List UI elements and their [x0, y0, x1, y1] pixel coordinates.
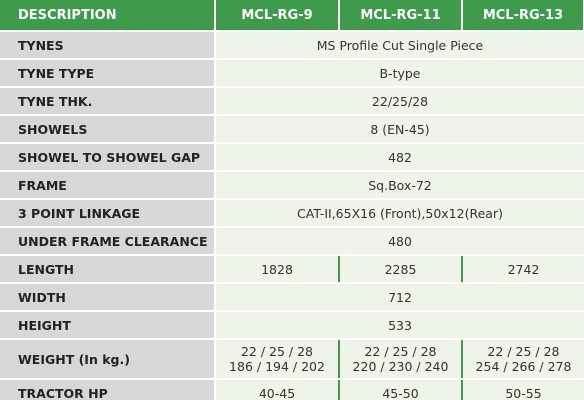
- row-label: UNDER FRAME CLEARANCE: [0, 227, 216, 256]
- value-cell: Sq.Box-72: [215, 171, 584, 200]
- value-cell: CAT-II,65X16 (Front),50x12(Rear): [215, 199, 584, 228]
- value-cell: 2742: [461, 255, 584, 284]
- header-cell: MCL-RG-11: [339, 0, 463, 32]
- row-label: TYNE THK.: [0, 87, 216, 116]
- row-label: LENGTH: [0, 255, 216, 284]
- value-cell: MS Profile Cut Single Piece: [215, 31, 584, 60]
- value-line: 254 / 266 / 278: [475, 359, 572, 374]
- value-line: 186 / 194 / 202: [229, 359, 325, 374]
- value-line: 22 / 25 / 28: [240, 344, 314, 359]
- row-label: HEIGHT: [0, 311, 216, 340]
- value-cell: 40-45: [215, 379, 339, 400]
- row-label: WEIGHT (In kg.): [0, 339, 216, 380]
- table-row: SHOWEL TO SHOWEL GAP 482: [0, 143, 584, 172]
- row-label: 3 POINT LINKAGE: [0, 199, 216, 228]
- row-label: SHOWELS: [0, 115, 216, 144]
- value-cell: 712: [215, 283, 584, 312]
- table-row: TRACTOR HP 40-45 45-50 50-55: [0, 379, 584, 400]
- table-row: WIDTH 712: [0, 283, 584, 312]
- value-cell: 482: [215, 143, 584, 172]
- value-cell: 533: [215, 311, 584, 340]
- value-cell: 8 (EN-45): [215, 115, 584, 144]
- row-label: TRACTOR HP: [0, 379, 216, 400]
- header-cell: MCL-RG-13: [462, 0, 584, 32]
- value-line: 22 / 25 / 28: [364, 344, 437, 359]
- value-cell: 45-50: [338, 379, 462, 400]
- value-line: 220 / 230 / 240: [352, 359, 449, 374]
- table-row: 3 POINT LINKAGE CAT-II,65X16 (Front),50x1…: [0, 199, 584, 228]
- table-row: TYNE TYPE B-type: [0, 59, 584, 88]
- value-cell: 50-55: [461, 379, 584, 400]
- table-row: SHOWELS 8 (EN-45): [0, 115, 584, 144]
- value-cell: B-type: [215, 59, 584, 88]
- value-cell: 1828: [215, 255, 339, 284]
- row-label: FRAME: [0, 171, 216, 200]
- row-label: TYNE TYPE: [0, 59, 216, 88]
- table-row: UNDER FRAME CLEARANCE 480: [0, 227, 584, 256]
- table-row: WEIGHT (In kg.) 22 / 25 / 28 186 / 194 / 2…: [0, 339, 584, 380]
- table-row: HEIGHT 533: [0, 311, 584, 340]
- value-cell: 22 / 25 / 28 254 / 266 / 278: [461, 339, 584, 380]
- table-row: TYNE THK. 22/25/28: [0, 87, 584, 116]
- value-cell: 22/25/28: [215, 87, 584, 116]
- row-label: TYNES: [0, 31, 216, 60]
- row-label: WIDTH: [0, 283, 216, 312]
- table-row: FRAME Sq.Box-72: [0, 171, 584, 200]
- row-label: SHOWEL TO SHOWEL GAP: [0, 143, 216, 172]
- value-cell: 2285: [338, 255, 462, 284]
- table-row: LENGTH 1828 2285 2742: [0, 255, 584, 284]
- value-cell: 22 / 25 / 28 186 / 194 / 202: [215, 339, 339, 380]
- header-cell: MCL-RG-9: [215, 0, 340, 32]
- header-row: DESCRIPTION MCL-RG-9 MCL-RG-11 MCL-RG-13: [0, 0, 584, 32]
- value-line: 22 / 25 / 28: [487, 344, 560, 359]
- header-cell: DESCRIPTION: [0, 0, 216, 32]
- value-cell: 480: [215, 227, 584, 256]
- value-cell: 22 / 25 / 28 220 / 230 / 240: [338, 339, 462, 380]
- table-row: TYNES MS Profile Cut Single Piece: [0, 31, 584, 60]
- table-body: TYNES MS Profile Cut Single Piece TYNE TYP…: [0, 31, 584, 400]
